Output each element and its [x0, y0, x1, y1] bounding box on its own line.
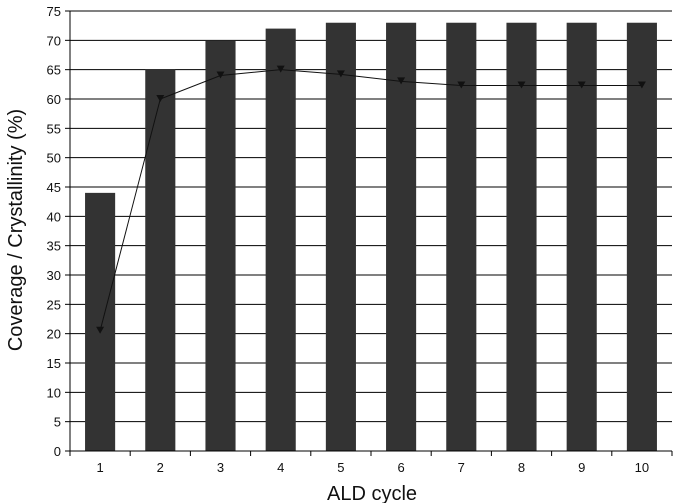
line-point — [96, 326, 105, 334]
line-point — [517, 81, 526, 89]
x-tick-label: 6 — [397, 460, 404, 475]
series-line — [99, 69, 642, 331]
y-tick-label: 10 — [47, 385, 61, 400]
line-point — [397, 77, 406, 85]
y-tick-label: 55 — [47, 121, 61, 136]
y-tick-label: 35 — [47, 239, 61, 254]
x-tick-label: 7 — [458, 460, 465, 475]
bar-series — [85, 22, 657, 452]
bar — [506, 22, 537, 451]
x-tick-label: 8 — [518, 460, 525, 475]
bar — [566, 22, 597, 451]
y-tick-label: 20 — [47, 327, 61, 342]
x-tick-label: 5 — [337, 460, 344, 475]
y-axis-title: Coverage / Crystallinity (%) — [5, 109, 27, 351]
y-tick-label: 70 — [47, 33, 61, 48]
y-tick-label: 15 — [47, 356, 61, 371]
y-tick-label: 75 — [47, 4, 61, 19]
x-tick-label: 4 — [277, 460, 284, 475]
line-series — [96, 65, 646, 334]
x-tick-label: 3 — [217, 460, 224, 475]
line-point — [577, 81, 586, 89]
x-axis-title: ALD cycle — [327, 483, 417, 503]
bar — [386, 22, 417, 451]
y-tick-label: 30 — [47, 268, 61, 283]
line-point — [156, 95, 165, 102]
bar — [205, 40, 236, 451]
y-tick-label: 60 — [47, 92, 61, 107]
x-tick-label: 1 — [96, 460, 103, 475]
x-tick-label: 2 — [157, 460, 164, 475]
x-tick-label: 9 — [578, 460, 585, 475]
bar — [145, 69, 176, 452]
bar — [85, 192, 116, 451]
y-tick-label: 5 — [54, 415, 61, 430]
line-point — [637, 81, 646, 89]
y-tick-label: 0 — [54, 444, 61, 459]
y-tick-label: 45 — [47, 180, 61, 195]
bar — [446, 22, 477, 451]
y-tick-label: 25 — [47, 297, 61, 312]
y-tick-label: 50 — [47, 151, 61, 166]
bar — [265, 28, 296, 451]
bar — [626, 22, 657, 451]
line-point — [276, 65, 285, 73]
x-tick-label: 10 — [635, 460, 649, 475]
y-tick-label: 65 — [47, 63, 61, 78]
line-point — [336, 70, 345, 78]
line-point — [216, 71, 225, 79]
line-point — [457, 81, 466, 89]
y-tick-label: 40 — [47, 209, 61, 224]
bar — [325, 22, 356, 451]
